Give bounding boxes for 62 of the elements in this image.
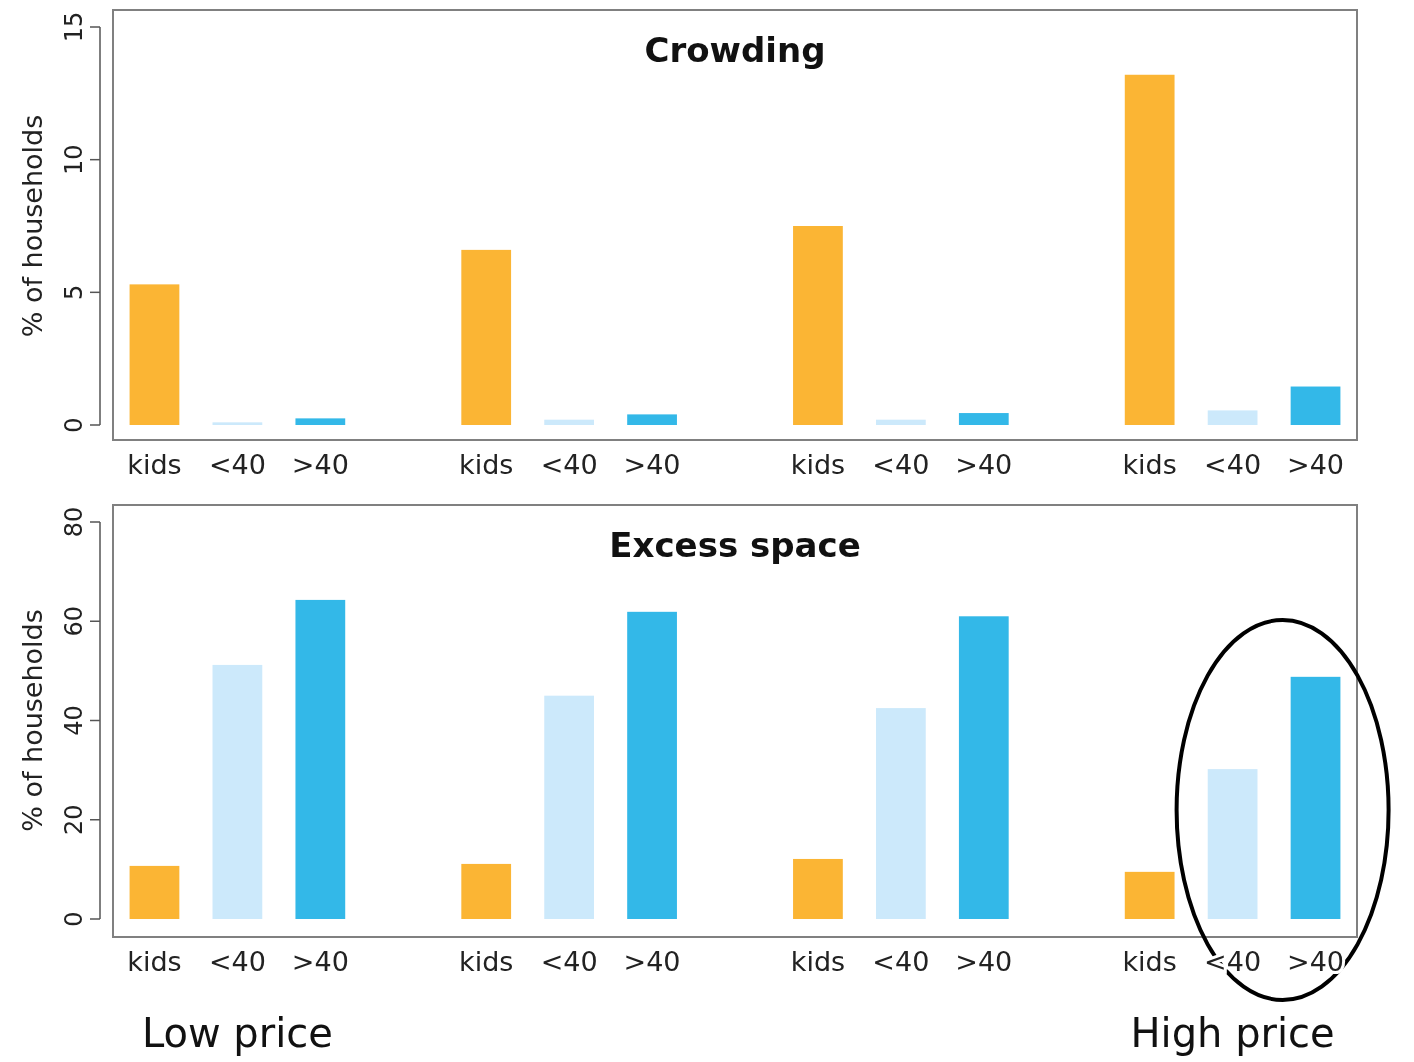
x-tick-label: <40: [208, 946, 266, 977]
y-axis-title: % of households: [17, 114, 48, 338]
bar: [958, 616, 1009, 919]
bar: [1124, 871, 1175, 919]
bar: [958, 413, 1009, 425]
x-tick-label: >40: [955, 946, 1013, 977]
bar: [1124, 74, 1175, 425]
bar: [295, 418, 346, 425]
bar: [627, 414, 677, 425]
x-tick-label: kids: [459, 449, 514, 480]
y-tick-label: 40: [60, 705, 88, 736]
x-tick-label: kids: [1122, 449, 1177, 480]
x-tick-label: >40: [955, 449, 1013, 480]
bar: [1207, 410, 1258, 425]
chart-title: Excess space: [609, 525, 861, 565]
text: Low price: [141, 1010, 333, 1056]
x-tick-label: <40: [872, 449, 930, 480]
bar: [461, 249, 512, 425]
bar: [627, 611, 677, 919]
bar: [793, 226, 843, 425]
x-tick-label: kids: [127, 946, 182, 977]
x-tick-label: kids: [459, 946, 514, 977]
x-tick-label: kids: [1122, 946, 1177, 977]
bar: [295, 599, 346, 919]
y-tick-label: 10: [60, 144, 88, 175]
x-tick-label: kids: [790, 946, 846, 977]
x-tick-label: >40: [1287, 946, 1345, 977]
x-tick-label: >40: [623, 449, 681, 480]
y-tick-label: 0: [60, 911, 88, 927]
bar: [875, 419, 926, 425]
x-tick-label: kids: [790, 449, 846, 480]
bar: [212, 422, 263, 425]
bar: [793, 858, 843, 919]
y-tick-label: 5: [60, 284, 88, 300]
text: High price: [1130, 1010, 1335, 1056]
x-tick-label: >40: [1287, 449, 1345, 480]
x-tick-label: <40: [540, 946, 598, 977]
x-tick-label: kids: [127, 449, 182, 480]
x-tick-label: <40: [540, 449, 598, 480]
bar: [1290, 386, 1341, 425]
chart-title: Crowding: [644, 30, 826, 70]
bar: [129, 284, 180, 425]
bar: [461, 863, 512, 919]
bar: [544, 695, 595, 919]
bar: [544, 419, 595, 425]
y-tick-label: 80: [60, 506, 88, 538]
y-tick-label: 15: [60, 11, 88, 43]
y-tick-label: 20: [60, 804, 88, 836]
bar: [129, 865, 180, 919]
y-axis-title: % of households: [17, 609, 48, 832]
bar: [212, 664, 263, 919]
bar: [875, 708, 926, 919]
bar: [1290, 676, 1341, 919]
x-tick-label: <40: [872, 946, 930, 977]
x-tick-label: >40: [291, 946, 349, 977]
x-tick-label: >40: [291, 449, 349, 480]
y-tick-label: 0: [60, 417, 88, 433]
x-tick-label: <40: [1204, 449, 1262, 480]
y-tick-label: 60: [60, 605, 88, 637]
x-tick-label: <40: [208, 449, 266, 480]
bar: [1207, 769, 1258, 919]
x-tick-label: >40: [623, 946, 681, 977]
